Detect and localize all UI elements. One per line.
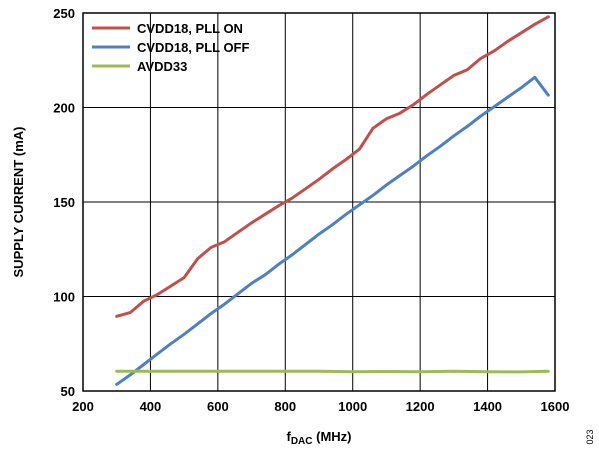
series-line-2 bbox=[115, 75, 550, 386]
plot-frame bbox=[82, 12, 556, 392]
x-tick-labels: 200 400 600 800 1000 1200 1400 1600 bbox=[72, 399, 569, 414]
y-tick-label: 250 bbox=[53, 6, 75, 21]
x-tick-label: 200 bbox=[72, 399, 94, 414]
legend: CVDD18, PLL ON CVDD18, PLL OFF AVDD33 bbox=[92, 21, 250, 74]
x-tick-label: 1600 bbox=[541, 399, 570, 414]
y-tick-label: 100 bbox=[53, 290, 75, 305]
series-line-1 bbox=[115, 15, 550, 318]
x-tick-label: 800 bbox=[274, 399, 296, 414]
x-tick-label: 1200 bbox=[406, 399, 435, 414]
x-tick-label: 400 bbox=[140, 399, 162, 414]
grid-lines bbox=[83, 13, 555, 391]
x-tick-label: 600 bbox=[207, 399, 229, 414]
x-tick-label: 1400 bbox=[473, 399, 502, 414]
series-layer bbox=[115, 15, 550, 386]
legend-label: CVDD18, PLL OFF bbox=[137, 40, 250, 55]
legend-label: CVDD18, PLL ON bbox=[137, 21, 243, 36]
legend-label: AVDD33 bbox=[137, 59, 187, 74]
series-line-3 bbox=[115, 369, 550, 374]
figure-code: 023 bbox=[585, 429, 595, 444]
y-tick-label: 200 bbox=[53, 101, 75, 116]
y-axis-title: SUPPLY CURRENT (mA) bbox=[11, 127, 26, 278]
x-tick-label: 1000 bbox=[338, 399, 367, 414]
y-tick-label: 150 bbox=[53, 195, 75, 210]
x-axis-title-subscript: DAC bbox=[291, 436, 313, 447]
y-tick-labels: 50 100 150 200 250 bbox=[53, 6, 75, 399]
x-axis-title-unit: (MHz) bbox=[313, 429, 352, 444]
x-axis-title: fDAC (MHz) bbox=[286, 429, 351, 447]
y-tick-label: 50 bbox=[61, 384, 75, 399]
x-axis-title-main: f bbox=[286, 429, 291, 444]
